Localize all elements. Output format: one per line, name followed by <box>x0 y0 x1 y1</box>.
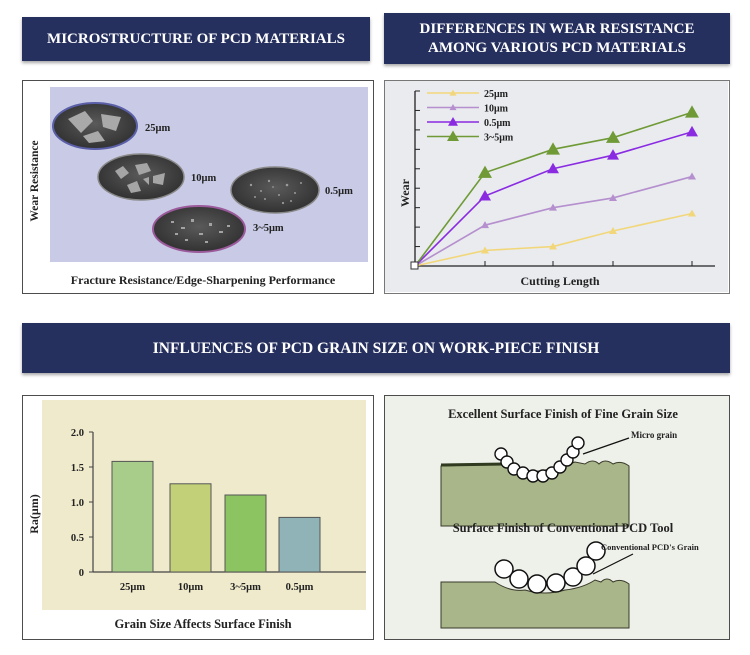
wear-point <box>609 227 617 234</box>
wear-legend-label: 10μm <box>484 104 509 115</box>
conventional-workpiece <box>440 578 630 629</box>
bar-category-label: 3~5μm <box>230 582 261 593</box>
microstructure-svg: Wear Resistance Fracture Resistance/Edge… <box>29 87 368 287</box>
bar-2 <box>224 494 267 573</box>
bar-y-tick-label: 1.0 <box>71 498 84 509</box>
micro-label-0-5um: 0.5μm <box>325 186 353 197</box>
wear-point <box>607 149 619 160</box>
schematic-svg: Excellent Surface Finish of Fine Grain S… <box>440 407 699 629</box>
wear-point <box>688 172 696 180</box>
wear-chart-panel: 25μm 10μm 0.5μm 3~5μm Wear Cutting Length <box>384 80 730 294</box>
bar-y-tick-label: 1.5 <box>71 463 84 474</box>
microstructure-panel: Wear Resistance Fracture Resistance/Edge… <box>22 80 374 294</box>
bar-chart: 0 0.5 1.0 1.5 2.0 25μm 10μm 3~5μm 0.5μm Ra(μm) G… <box>27 400 366 631</box>
wear-legend-item: 10μm <box>427 104 509 115</box>
wear-legend-label: 3~5μm <box>484 133 514 144</box>
micro-ylabel: Wear Resistance <box>29 140 41 221</box>
wear-point <box>685 105 699 118</box>
micro-disc-10um <box>97 153 185 201</box>
wear-ylabel: Wear <box>398 178 412 207</box>
banner-wear-line2: AMONG VARIOUS PCD MATERIALS <box>428 39 686 56</box>
wear-chart: 25μm 10μm 0.5μm 3~5μm Wear Cutting Length <box>385 81 728 292</box>
wear-chart-background <box>385 81 728 292</box>
conventional-grain-label: Conventional PCD's Grain <box>601 542 699 552</box>
bar-y-tick-label: 0.5 <box>71 533 84 544</box>
bar-y-tick-label: 0 <box>79 568 84 579</box>
micro-grain-pointer <box>582 437 630 455</box>
micro-grain-beads <box>494 436 585 483</box>
fine-grain-title: Excellent Surface Finish of Fine Grain S… <box>448 407 678 421</box>
wear-point <box>686 125 698 137</box>
wear-point <box>547 162 559 174</box>
wear-point <box>609 193 617 201</box>
micro-label-3-5um: 3~5μm <box>253 223 284 234</box>
wear-xlabel: Cutting Length <box>520 274 599 288</box>
bar-ylabel: Ra(μm) <box>27 494 41 533</box>
micro-label-10um: 10μm <box>191 173 216 184</box>
conventional-grain-beads <box>494 541 606 594</box>
wear-legend-item: 0.5μm <box>427 117 511 129</box>
wear-point <box>549 242 557 250</box>
conventional-grain-pointer <box>592 553 634 575</box>
schematic-panel: Excellent Surface Finish of Fine Grain S… <box>384 395 730 640</box>
wear-point <box>688 209 696 217</box>
micro-xlabel: Fracture Resistance/Edge-Sharpening Perf… <box>71 273 336 287</box>
wear-point <box>546 142 560 155</box>
micro-label-25um: 25μm <box>145 123 170 134</box>
wear-point <box>549 203 557 211</box>
wear-origin-marker <box>410 261 419 270</box>
wear-point <box>479 190 491 201</box>
wear-legend-item: 3~5μm <box>427 130 514 144</box>
bar-title: Grain Size Affects Surface Finish <box>114 617 291 631</box>
fine-surface-line <box>440 462 506 467</box>
banner-grain-finish-text: INFLUENCES OF PCD GRAIN SIZE ON WORK-PIE… <box>152 339 600 357</box>
micro-disc-25um <box>52 102 138 150</box>
bar-y-tick-label: 2.0 <box>71 428 84 439</box>
wear-point <box>481 246 489 254</box>
micro-grain-label: Micro grain <box>631 430 677 440</box>
bar-category-label: 0.5μm <box>286 582 314 593</box>
bar-chart-panel: 0 0.5 1.0 1.5 2.0 25μm 10μm 3~5μm 0.5μm Ra(μm) G… <box>22 395 374 640</box>
wear-point <box>478 165 492 178</box>
wear-legend-label: 25μm <box>484 89 509 100</box>
banner-wear-line1: DIFFERENCES IN WEAR RESISTANCE <box>419 20 695 37</box>
banner-microstructure: MICROSTRUCTURE OF PCD MATERIALS <box>22 17 370 61</box>
wear-point <box>606 130 620 143</box>
banner-wear-resistance: DIFFERENCES IN WEAR RESISTANCE AMONG VAR… <box>384 13 730 64</box>
wear-legend-item: 25μm <box>427 89 509 100</box>
bar-category-label: 25μm <box>120 582 145 593</box>
bar-3 <box>278 516 321 573</box>
banner-microstructure-text: MICROSTRUCTURE OF PCD MATERIALS <box>47 30 345 47</box>
micro-disc-3-5um <box>152 205 246 253</box>
bar-0 <box>111 460 154 573</box>
bar-category-label: 10μm <box>178 582 203 593</box>
wear-legend-label: 0.5μm <box>484 118 511 129</box>
wear-point <box>481 221 489 229</box>
conventional-title: Surface Finish of Conventional PCD Tool <box>453 521 674 535</box>
banner-grain-finish: INFLUENCES OF PCD GRAIN SIZE ON WORK-PIE… <box>22 323 730 373</box>
bar-1 <box>169 483 212 573</box>
micro-disc-0-5um <box>230 166 320 214</box>
